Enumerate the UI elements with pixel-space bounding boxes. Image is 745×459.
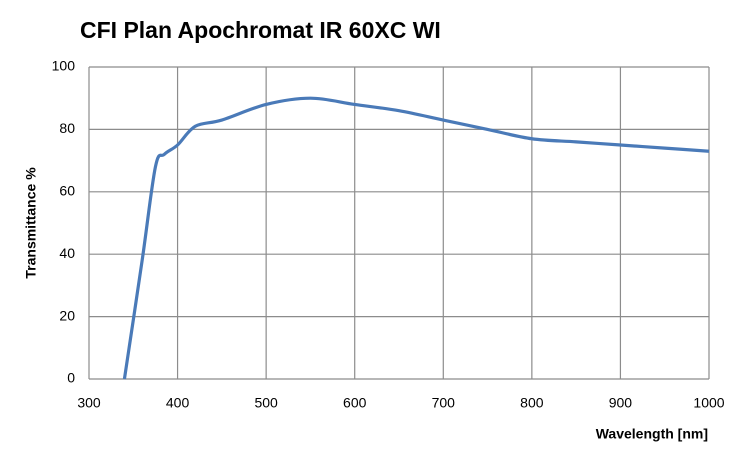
x-tick-label: 900	[609, 395, 633, 411]
x-tick-label: 700	[432, 395, 456, 411]
x-tick-label: 300	[77, 395, 101, 411]
chart-title: CFI Plan Apochromat IR 60XC WI	[80, 17, 441, 43]
y-axis-label: Transmittance %	[23, 167, 39, 279]
y-tick-label: 0	[67, 370, 75, 386]
data-line	[122, 96, 710, 380]
x-tick-label: 600	[343, 395, 367, 411]
y-tick-label: 80	[59, 120, 75, 136]
x-tick-label: 400	[166, 395, 190, 411]
y-tick-label: 100	[52, 58, 76, 74]
x-tick-label: 500	[254, 395, 278, 411]
x-tick-label: 800	[520, 395, 544, 411]
y-tick-label: 20	[59, 307, 75, 323]
x-tick-label: 1000	[693, 395, 724, 411]
y-tick-label: 60	[59, 183, 75, 199]
x-axis-label: Wavelength [nm]	[596, 426, 708, 442]
y-tick-label: 40	[59, 245, 75, 261]
